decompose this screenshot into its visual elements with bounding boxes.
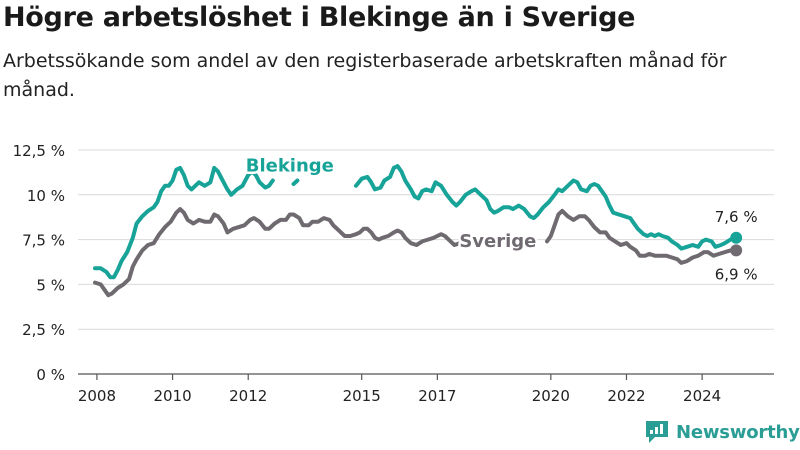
chart-subtitle: Arbetssökande som andel av den registerb… bbox=[3, 50, 727, 101]
newsworthy-logo-icon bbox=[646, 421, 668, 443]
series-lines bbox=[93, 164, 743, 298]
y-tick-label: 0 % bbox=[36, 366, 65, 384]
series-line-blekinge bbox=[93, 165, 275, 280]
y-axis: 0 % 2,5 % 5 % 7,5 % 10 % 12,5 % bbox=[13, 142, 65, 384]
y-tick-label: 12,5 % bbox=[13, 142, 65, 160]
end-point-sverige bbox=[730, 244, 743, 257]
series-labels: 7,6 % Blekinge 6,9 % Sverige bbox=[243, 153, 758, 283]
x-axis: 2008 2010 2012 2015 2017 2020 2022 2024 bbox=[78, 373, 774, 405]
x-tick-label: 2017 bbox=[418, 387, 456, 405]
x-tick-label: 2008 bbox=[78, 387, 116, 405]
end-point-blekinge bbox=[730, 231, 743, 244]
brand-name: Newsworthy bbox=[676, 421, 800, 443]
series-label-sverige: Sverige bbox=[459, 231, 536, 252]
y-tick-label: 10 % bbox=[27, 187, 65, 205]
brand-logo: Newsworthy bbox=[644, 418, 800, 446]
x-tick-label: 2015 bbox=[343, 387, 381, 405]
series-label-blekinge: Blekinge bbox=[246, 156, 334, 177]
x-tick-label: 2010 bbox=[153, 387, 191, 405]
x-tick-label: 2012 bbox=[229, 387, 267, 405]
x-tick-label: 2024 bbox=[683, 387, 721, 405]
x-tick-label: 2020 bbox=[532, 387, 570, 405]
y-tick-label: 7,5 % bbox=[22, 232, 65, 250]
end-value-label: 7,6 % bbox=[715, 208, 758, 226]
end-value-label: 6,9 % bbox=[715, 265, 758, 283]
y-tick-label: 2,5 % bbox=[22, 321, 65, 339]
x-tick-label: 2022 bbox=[607, 387, 645, 405]
series-line-sverige bbox=[93, 207, 481, 298]
chart-title: Högre arbetslöshet i Blekinge än i Sveri… bbox=[3, 2, 636, 33]
y-tick-label: 5 % bbox=[36, 276, 65, 294]
series-line-blekinge bbox=[291, 178, 300, 186]
series-line-sverige bbox=[545, 208, 739, 265]
series-line-blekinge bbox=[354, 164, 739, 251]
